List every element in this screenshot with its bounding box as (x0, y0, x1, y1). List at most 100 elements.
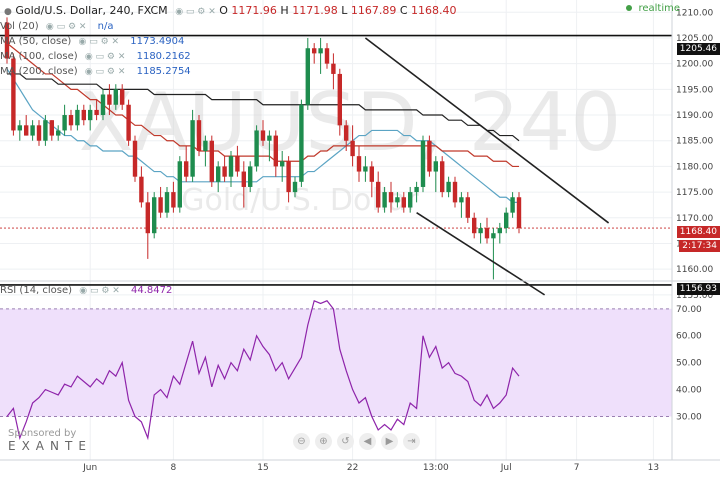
ohlc-l-value: 1167.89 (350, 4, 397, 17)
sponsor-brand: EXANTE (8, 439, 92, 453)
sponsor-label: Sponsored by (8, 428, 77, 439)
candle-body (4, 22, 10, 59)
indicator-label: RSI (14, close) (0, 285, 73, 296)
candle-body (145, 202, 150, 234)
moving-averages (6, 42, 520, 203)
levels (0, 34, 672, 286)
indicator-controls-icon[interactable]: ◉ ▭ ⚙ ✕ (78, 37, 120, 47)
y-tick-label: 1170.00 (676, 214, 713, 224)
candle-body (88, 109, 93, 121)
rsi-line (6, 299, 520, 441)
candle-body (171, 192, 176, 208)
ma-line (6, 68, 519, 203)
candle-body (504, 212, 509, 229)
indicator-value: 1173.4904 (130, 36, 185, 47)
x-tick-label: Jul (500, 463, 512, 473)
indicator-controls-icon[interactable]: ◉ ▭ ⚙ ✕ (84, 52, 126, 62)
ohlc-c: C (399, 4, 408, 17)
candle-body (465, 197, 470, 218)
candle-body (267, 135, 272, 141)
indicator-value: 1185.2754 (136, 66, 191, 77)
candle-body (216, 166, 221, 182)
candle-body (452, 181, 458, 203)
indicator-controls-icon[interactable]: ◉ ▭ ⚙ ✕ (84, 67, 126, 77)
level-low-tag: 1156.93 (676, 283, 720, 295)
candle-body (484, 228, 490, 239)
indicator-controls-icon[interactable]: ◉ ▭ ⚙ ✕ (45, 22, 87, 32)
rsi-tick-label: 40.00 (676, 386, 702, 396)
sponsor-badge[interactable]: Sponsored by EXANTE (8, 428, 92, 452)
indicator-label: Vol (20) (0, 21, 39, 32)
y-tick-label: 1190.00 (676, 111, 713, 121)
candle-body (414, 186, 419, 193)
candle-body (132, 140, 138, 177)
x-tick-label: 8 (171, 463, 177, 473)
ohlc-h-value: 1171.98 (292, 4, 338, 17)
reset-icon[interactable]: ↺ (337, 433, 354, 450)
candle-body (248, 166, 253, 187)
candle-body (395, 197, 400, 203)
indicator-rsi[interactable]: RSI (14, close) ◉ ▭ ⚙ ✕ 44.8472 (0, 285, 172, 296)
candle-body (43, 120, 48, 141)
candle-body (331, 63, 336, 74)
rsi-tick-label: 50.00 (676, 359, 702, 369)
rsi-polyline (6, 299, 520, 441)
candle-body (100, 94, 106, 116)
scroll-left-icon[interactable]: ◀ (359, 433, 376, 450)
ohlc-o-value: 1171.96 (231, 4, 277, 17)
candle-body (152, 197, 157, 234)
candle-body (75, 109, 80, 126)
indicator-vol[interactable]: Vol (20) ◉ ▭ ⚙ ✕ n/a (0, 21, 113, 32)
candle-body (286, 161, 291, 193)
x-tick-label: 7 (574, 463, 580, 473)
candle-body (478, 228, 483, 234)
candle-body (49, 120, 54, 136)
candle-body (56, 130, 61, 136)
symbol-title[interactable]: Gold/U.S. Dollar, 240, FXCM (15, 4, 168, 17)
chart-navigation: ⊖ ⊕ ↺ ◀ ▶ ⇥ (293, 429, 425, 450)
y-tick-label: 1155.00 (676, 291, 713, 301)
candle-body (228, 156, 234, 177)
last-price-tag: 1168.40 (676, 226, 720, 238)
candle-body (273, 135, 278, 167)
candle-body (94, 109, 99, 116)
candle-body (24, 125, 29, 136)
symbol-controls-icon[interactable]: ◉ ▭ ⚙ ✕ (175, 7, 216, 17)
candle-body (408, 192, 413, 208)
x-tick-label: 22 (347, 463, 358, 473)
realtime-indicator: realtime (626, 3, 680, 14)
indicator-ma100[interactable]: MA (100, close) ◉ ▭ ⚙ ✕ 1180.2162 (0, 51, 191, 62)
indicator-controls-icon[interactable]: ◉ ▭ ⚙ ✕ (79, 286, 120, 296)
x-tick-label: 13 (648, 463, 659, 473)
candle-body (190, 120, 195, 177)
rsi-tick-label: 70.00 (676, 305, 702, 315)
ohlc-l: L (341, 4, 348, 17)
candle-body (459, 197, 464, 203)
candle-body (427, 140, 432, 172)
scroll-right-icon[interactable]: ▶ (381, 433, 398, 450)
candle-body (139, 176, 144, 203)
candle-body (324, 48, 330, 64)
candle-body (36, 125, 42, 141)
trendline-upper (364, 37, 610, 224)
indicator-ma200[interactable]: MA (200, close) ◉ ▭ ⚙ ✕ 1185.2754 (0, 66, 191, 77)
realtime-label: realtime (638, 3, 680, 14)
candle-body (510, 197, 515, 213)
candle-body (68, 115, 74, 126)
jump-realtime-icon[interactable]: ⇥ (403, 433, 420, 450)
y-tick-label: 1195.00 (676, 85, 713, 95)
candle-body (350, 140, 355, 157)
x-tick-label: 13:00 (423, 463, 449, 473)
candle-body (235, 156, 240, 172)
indicator-label: MA (50, close) (0, 36, 72, 47)
zoom-in-icon[interactable]: ⊕ (315, 433, 332, 450)
zoom-out-icon[interactable]: ⊖ (293, 433, 310, 450)
candle-body (305, 48, 310, 105)
rsi-tick-label: 60.00 (676, 332, 702, 342)
candle-body (472, 217, 477, 234)
candle-body (388, 192, 394, 203)
indicator-ma50[interactable]: MA (50, close) ◉ ▭ ⚙ ✕ 1173.4904 (0, 36, 184, 47)
candle-body (62, 115, 67, 131)
candle-body (30, 125, 35, 136)
